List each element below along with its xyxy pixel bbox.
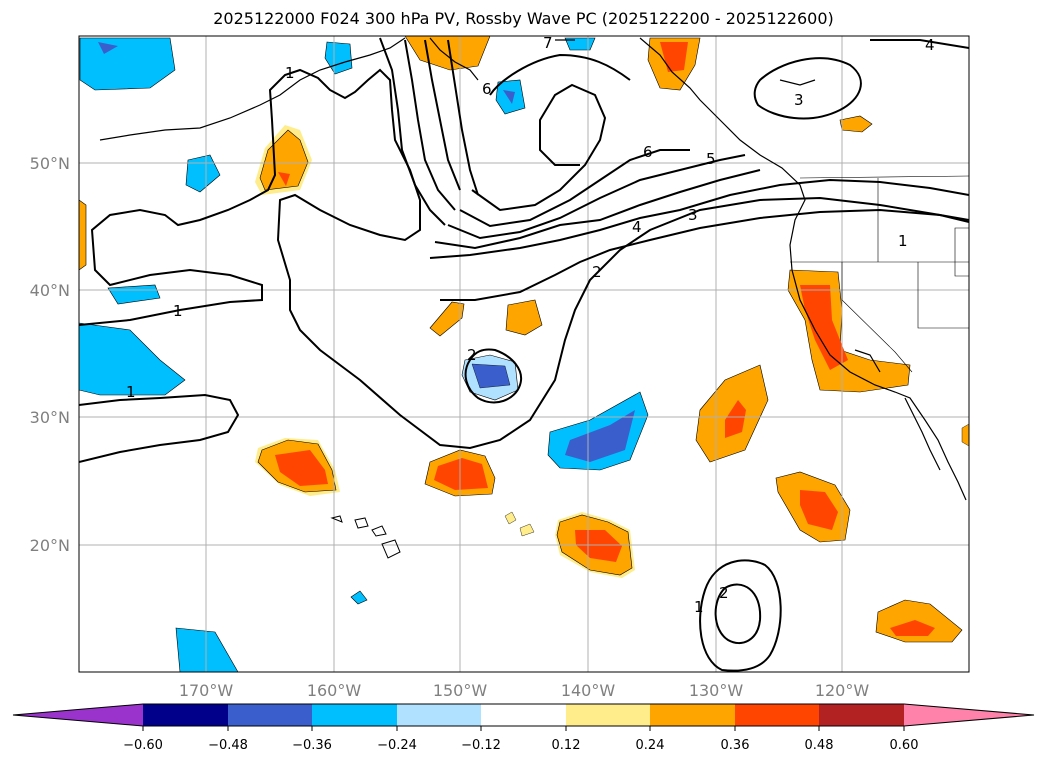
contour-ne-edge bbox=[870, 39, 969, 49]
contour-3 bbox=[429, 178, 969, 259]
lat-label: 40°N bbox=[30, 281, 70, 300]
colorbar-segment bbox=[566, 704, 650, 726]
colorbar-segment bbox=[819, 704, 904, 726]
neg-anomaly-south bbox=[175, 627, 239, 672]
colorbar-tick-label: −0.36 bbox=[292, 738, 332, 753]
lon-label: 150°W bbox=[433, 681, 488, 700]
contour-label: 2 bbox=[719, 584, 729, 602]
lat-label: 20°N bbox=[30, 536, 70, 555]
lat-axis-labels: 50°N 40°N 30°N 20°N bbox=[30, 154, 70, 555]
contour-wavy2 bbox=[404, 39, 456, 211]
contour-top-loop bbox=[489, 53, 631, 96]
colorbar: −0.60 −0.48 −0.36 −0.24 −0.12 0.12 0.24 … bbox=[12, 703, 1035, 753]
lon-axis-labels: 170°W 160°W 150°W 140°W 130°W 120°W bbox=[179, 681, 870, 700]
contour-label: 2 bbox=[467, 346, 477, 364]
contour-wavy4 bbox=[447, 39, 479, 196]
contour-2-se bbox=[714, 583, 762, 645]
contour-7 bbox=[471, 83, 607, 212]
lat-label: 50°N bbox=[30, 154, 70, 173]
map-area: 1 1 1 1 2 2 2 3 3 4 4 5 6 6 7 1 bbox=[79, 34, 969, 672]
coastlines bbox=[99, 37, 967, 501]
map-frame bbox=[78, 35, 970, 673]
pv-contours bbox=[79, 37, 969, 672]
map-title: 2025122000 F024 300 hPa PV, Rossby Wave … bbox=[213, 9, 834, 28]
contour-2-mid bbox=[464, 348, 523, 404]
colorbar-tick-label: −0.60 bbox=[123, 738, 163, 753]
colorbar-tick-label: −0.48 bbox=[208, 738, 248, 753]
islands bbox=[330, 515, 401, 559]
colorbar-segment bbox=[397, 704, 481, 726]
contour-label: 1 bbox=[126, 383, 136, 401]
contour-label: 1 bbox=[285, 64, 295, 82]
contour-label: 1 bbox=[173, 302, 183, 320]
contour-1-west bbox=[79, 393, 240, 463]
contour-label: 2 bbox=[592, 263, 602, 281]
graticule bbox=[79, 36, 969, 672]
lon-label: 140°W bbox=[561, 681, 616, 700]
neg-anomaly-tiny bbox=[350, 590, 368, 605]
contour-wavy3 bbox=[424, 39, 461, 191]
lon-label: 170°W bbox=[179, 681, 234, 700]
colorbar-max-extend bbox=[904, 704, 1034, 726]
contour-2-main bbox=[440, 208, 969, 301]
colorbar-segment bbox=[481, 704, 566, 726]
colorbar-segment bbox=[228, 704, 312, 726]
contour-ne-loop bbox=[753, 57, 862, 120]
colorbar-segment bbox=[735, 704, 819, 726]
contour-label-group: 1 1 1 1 2 2 2 3 3 4 4 5 6 6 7 1 bbox=[126, 34, 935, 616]
colorbar-tick-label: −0.12 bbox=[461, 738, 501, 753]
lon-label: 130°W bbox=[689, 681, 744, 700]
colorbar-tick-label: −0.24 bbox=[377, 738, 417, 753]
colorbar-segment bbox=[312, 704, 397, 726]
contour-6 bbox=[459, 149, 690, 228]
colorbar-segment bbox=[650, 704, 735, 726]
contour-label: 5 bbox=[706, 150, 716, 168]
contour-label: 4 bbox=[632, 218, 642, 236]
colorbar-tick-label: 0.48 bbox=[805, 738, 834, 753]
neg-anomaly-west bbox=[79, 322, 186, 396]
colorbar-tick-label: 0.12 bbox=[552, 738, 581, 753]
pos-anomaly-mid2 bbox=[505, 299, 543, 336]
colorbar-tick-label: 0.36 bbox=[721, 738, 750, 753]
contour-1-main bbox=[79, 68, 969, 450]
contour-5 bbox=[447, 154, 746, 240]
pos-anomaly-tiny bbox=[504, 511, 517, 525]
lat-label: 30°N bbox=[30, 408, 70, 427]
lon-label: 120°W bbox=[815, 681, 870, 700]
pos-anomaly-mid1 bbox=[429, 301, 465, 337]
contour-label: 4 bbox=[925, 36, 935, 54]
contour-label: 6 bbox=[482, 80, 492, 98]
contour-label: 1 bbox=[898, 232, 908, 250]
colorbar-segment bbox=[143, 704, 228, 726]
colorbar-min-extend bbox=[13, 704, 143, 726]
contour-label: 3 bbox=[794, 91, 804, 109]
state-borders bbox=[790, 175, 969, 373]
contour-4 bbox=[434, 169, 761, 250]
pos-anomaly-edge bbox=[79, 199, 87, 271]
contour-1-se bbox=[699, 559, 782, 672]
pos-anomaly-east-edge bbox=[961, 423, 969, 447]
pv-shading bbox=[79, 36, 969, 672]
colorbar-tick-label: 0.60 bbox=[890, 738, 919, 753]
contour-wavy1 bbox=[379, 37, 446, 226]
colorbar-tick-label: 0.24 bbox=[636, 738, 665, 753]
lon-label: 160°W bbox=[307, 681, 362, 700]
contour-label: 6 bbox=[643, 143, 653, 161]
contour-label: 1 bbox=[694, 598, 704, 616]
contour-label: 3 bbox=[688, 206, 698, 224]
contour-label: 7 bbox=[543, 34, 553, 52]
